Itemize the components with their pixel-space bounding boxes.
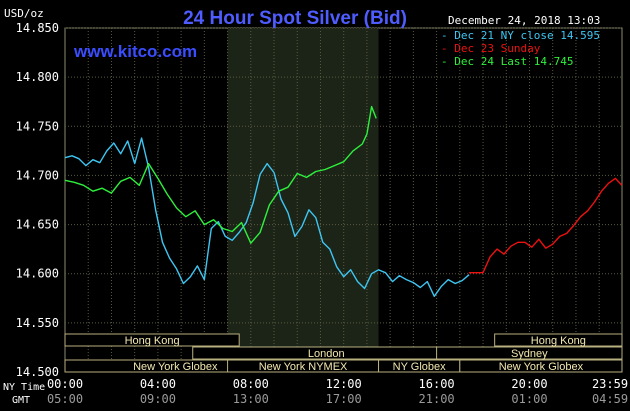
y-tick-label: 14.500 <box>16 365 59 379</box>
site-url: www.kitco.com <box>73 42 197 61</box>
x-row-label-ny: NY Time <box>3 382 45 393</box>
x-tick-label-gmt: 01:00 <box>511 392 547 406</box>
x-tick-label-gmt: 09:00 <box>140 392 176 406</box>
x-tick-label-ny: 00:00 <box>47 377 83 391</box>
x-tick-label-gmt: 17:00 <box>326 392 362 406</box>
x-tick-label-gmt: 13:00 <box>233 392 269 406</box>
x-row-label-gmt: GMT <box>12 395 30 406</box>
x-tick-label-ny: 08:00 <box>233 377 269 391</box>
market-session-box <box>436 346 623 360</box>
x-tick-label-ny: 04:00 <box>140 377 176 391</box>
y-tick-label: 14.700 <box>16 168 59 182</box>
series-line-0 <box>64 137 470 297</box>
x-tick-label-gmt: 21:00 <box>419 392 455 406</box>
x-tick-label-gmt: 05:00 <box>47 392 83 406</box>
x-tick-labels: NY Time GMT 00:00 04:00 08:00 12:00 16:00 20:00… <box>3 377 628 406</box>
market-session-box <box>494 333 623 347</box>
y-tick-label: 14.550 <box>16 316 59 330</box>
y-unit-label: USD/oz <box>4 7 44 20</box>
legend-entry: - Dec 24 Last 14.745 <box>441 55 573 68</box>
market-session-box <box>459 359 623 373</box>
legend-entry: - Dec 23 Sunday <box>441 42 541 55</box>
x-tick-label-ny: 12:00 <box>326 377 362 391</box>
y-tick-label: 14.600 <box>16 267 59 281</box>
market-session-label: New York Globex <box>499 361 584 373</box>
x-tick-label-gmt: 04:59 <box>592 392 628 406</box>
market-session-label: London <box>308 348 345 360</box>
gridlines <box>65 27 622 373</box>
nymex-highlight-band <box>227 28 379 372</box>
series-line-1 <box>469 177 623 274</box>
y-tick-label: 14.650 <box>16 218 59 232</box>
market-session-label: New York Globex <box>133 361 218 373</box>
market-session-label: Sydney <box>511 348 548 360</box>
chart-title: 24 Hour Spot Silver (Bid) <box>183 8 407 29</box>
market-session-label: New York NYMEX <box>259 361 348 373</box>
series-line-2 <box>64 105 377 244</box>
market-session-box <box>64 333 240 347</box>
y-tick-label: 14.850 <box>16 21 59 35</box>
y-tick-label: 14.800 <box>16 70 59 84</box>
legend-entry: - Dec 21 NY close 14.595 <box>441 29 600 42</box>
x-tick-label-ny: 16:00 <box>419 377 455 391</box>
timestamp: December 24, 2018 13:03 <box>448 14 600 27</box>
market-session-label: Hong Kong <box>125 335 180 347</box>
y-tick-label: 14.750 <box>16 119 59 133</box>
series-lines <box>64 105 623 297</box>
x-tick-label-ny: 23:59 <box>592 377 628 391</box>
market-session-label: Hong Kong <box>531 335 586 347</box>
market-session-label: NY Globex <box>393 361 446 373</box>
y-tick-labels: 14.850 14.800 14.750 14.700 14.650 14.600 14.5… <box>16 21 59 379</box>
legend: - Dec 21 NY close 14.595- Dec 23 Sunday-… <box>441 29 600 68</box>
x-tick-label-ny: 20:00 <box>511 377 547 391</box>
